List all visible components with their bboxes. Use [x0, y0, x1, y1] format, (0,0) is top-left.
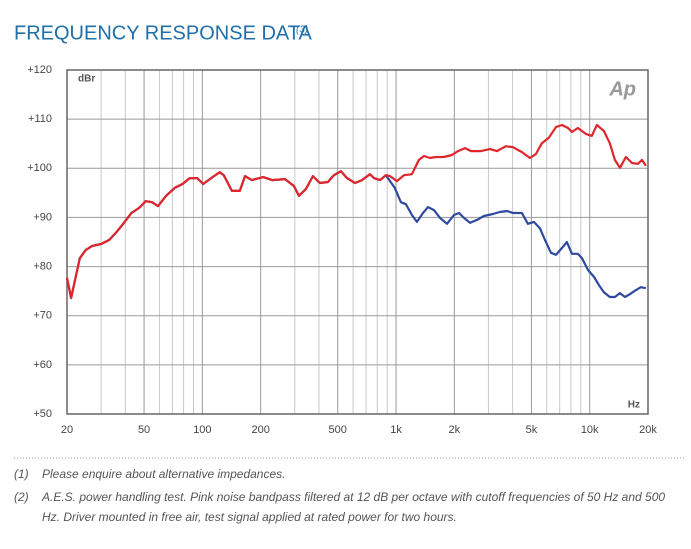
x-tick-label: 200	[251, 424, 269, 436]
y-tick-label: +70	[33, 310, 52, 322]
footnote-number: (2)	[14, 490, 29, 504]
x-tick-label: 20k	[639, 424, 657, 436]
logo: Ap	[608, 78, 636, 100]
footnote-text: Please enquire about alternative impedan…	[42, 467, 286, 481]
x-tick-label: 2k	[449, 424, 461, 436]
y-tick-label: +80	[33, 260, 52, 272]
y-axis-label: dBr	[78, 74, 95, 85]
x-tick-label: 500	[329, 424, 347, 436]
series-line	[65, 170, 647, 300]
x-tick-label: 10k	[581, 424, 599, 436]
series-line	[65, 123, 647, 300]
y-tick-label: +100	[27, 162, 52, 174]
title-note: (3)	[296, 25, 308, 36]
x-tick-label: 100	[193, 424, 211, 436]
x-tick-label: 1k	[390, 424, 402, 436]
footnote-text: A.E.S. power handling test. Pink noise b…	[42, 490, 666, 524]
footnote: (1) Please enquire about alternative impe…	[14, 464, 684, 484]
y-tick-label: +120	[27, 64, 52, 76]
y-tick-label: +110	[28, 113, 52, 125]
chart: FREQUENCY RESPONSE DATA (3) dBr Hz Ap +5…	[14, 22, 686, 459]
x-tick-label: 5k	[526, 424, 538, 436]
chart-title: FREQUENCY RESPONSE DATA	[14, 22, 312, 44]
footnotes: (1) Please enquire about alternative impe…	[14, 464, 684, 530]
footnote: (2) A.E.S. power handling test. Pink nois…	[14, 487, 684, 527]
y-tick-label: +60	[33, 359, 52, 371]
plot-frame	[66, 69, 649, 415]
y-tick-label: +90	[33, 211, 52, 223]
x-tick-label: 20	[61, 424, 73, 436]
grid	[66, 69, 649, 415]
y-tick-label: +50	[33, 408, 52, 420]
x-axis-label: Hz	[628, 400, 640, 411]
x-tick-label: 50	[138, 424, 150, 436]
footnote-number: (1)	[14, 467, 29, 481]
